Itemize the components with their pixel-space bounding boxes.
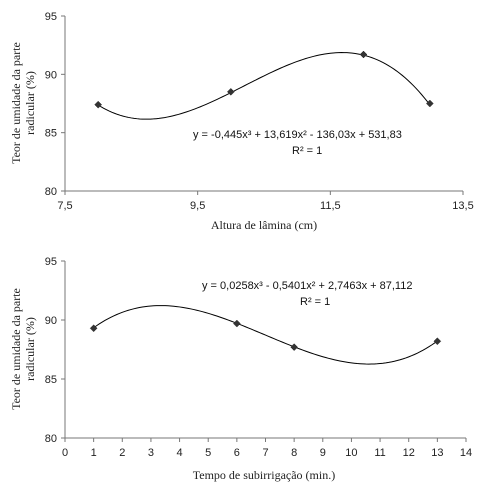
chart-2-x-tick-label: 7 <box>262 447 268 459</box>
chart-1-data-point <box>226 87 235 96</box>
chart-2-equation: y = 0,0258x³ - 0,5401x² + 2,7463x + 87,1… <box>202 280 412 292</box>
chart-1-y-axis-label-line-2: radicular (%) <box>23 71 37 135</box>
chart-2-x-tick-label: 6 <box>234 447 240 459</box>
chart-2-x-tick-label: 11 <box>374 447 385 459</box>
chart-1-plot-area: 80 85 90 95 7,5 9,5 11,5 13,5 <box>45 11 474 212</box>
chart-1-y-tick-label: 80 <box>45 186 57 198</box>
chart-1-data-point <box>425 99 434 108</box>
chart-2-x-tick-label: 13 <box>431 447 443 459</box>
chart-1-data-point <box>359 50 368 59</box>
chart-2-x-tick-label: 1 <box>91 447 97 459</box>
chart-2-x-tick-label: 9 <box>320 447 326 459</box>
chart-2-x-tick-label: 5 <box>205 447 211 459</box>
chart-2-y-axis-label-line-2: radicular (%) <box>23 317 37 381</box>
chart-1-data-point <box>94 100 103 109</box>
chart-1-y-tick-label: 85 <box>45 128 57 140</box>
chart-1-equation: y = -0,445x³ + 13,619x² - 136,03x + 531,… <box>193 129 402 141</box>
chart-1-trendline <box>97 52 431 120</box>
chart-1-x-tick-label: 7,5 <box>57 200 72 212</box>
chart-2-y-tick-label: 95 <box>45 256 57 268</box>
chart-1-x-tick-label: 9,5 <box>190 200 205 212</box>
chart-2-data-point <box>290 343 298 351</box>
chart-2-r-squared: R² = 1 <box>300 296 330 308</box>
chart-1-x-tick-label: 11,5 <box>320 200 341 212</box>
chart-2-y-axis-label-line-1: Teor de umidade da parte <box>9 288 23 410</box>
chart-2-x-axis-label: Tempo de subirrigação (min.) <box>193 468 335 482</box>
chart-1-y-tick-label: 90 <box>45 69 57 81</box>
chart-2-x-tick-label: 14 <box>460 447 472 459</box>
chart-1-x-tick-label: 13,5 <box>452 200 473 212</box>
chart-1-x-axis-label: Altura de lâmina (cm) <box>211 218 317 232</box>
chart-2-x-tick-label: 4 <box>177 447 183 459</box>
chart-2-x-tick-label: 10 <box>345 447 357 459</box>
chart-2-data-point <box>89 324 98 333</box>
chart-2-x-tick-label: 0 <box>62 447 68 459</box>
chart-1: 80 85 90 95 7,5 9,5 11,5 13,5 Altura de lâmina… <box>9 11 474 232</box>
chart-2-y-tick-label: 85 <box>45 374 57 386</box>
chart-2-x-tick-label: 3 <box>148 447 154 459</box>
chart-2-y-tick-label: 80 <box>45 433 57 445</box>
chart-2-x-tick-label: 12 <box>403 447 415 459</box>
chart-1-y-tick-label: 95 <box>45 11 57 23</box>
chart-2-trendline <box>93 305 438 365</box>
chart-2-y-tick-label: 90 <box>45 315 57 327</box>
chart-2-x-tick-label: 8 <box>291 447 297 459</box>
chart-1-y-axis-label-line-1: Teor de umidade da parte <box>9 42 23 164</box>
chart-2-x-tick-label: 2 <box>119 447 125 459</box>
chart-2-data-point <box>433 337 442 346</box>
chart-1-r-squared: R² = 1 <box>292 145 322 157</box>
chart-2-data-point <box>233 319 241 328</box>
